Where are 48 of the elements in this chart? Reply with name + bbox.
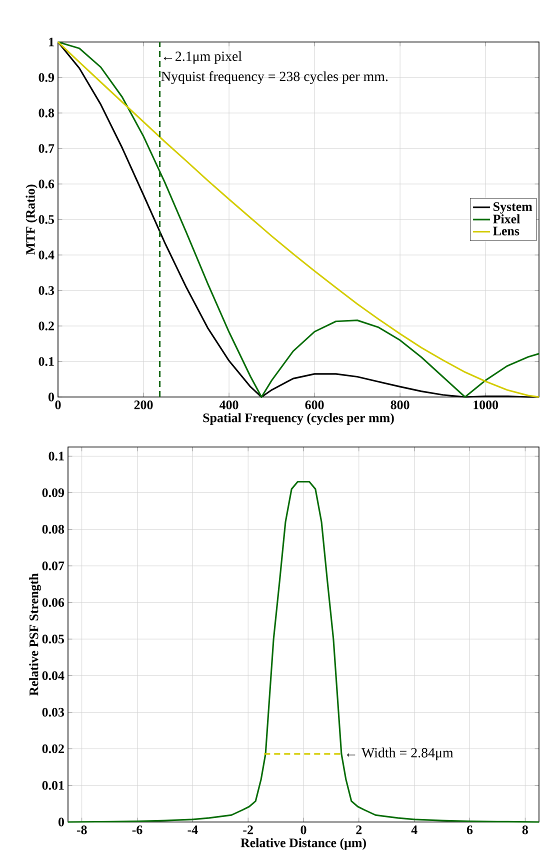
y-tick-label: 0.04 bbox=[42, 671, 64, 680]
line-series bbox=[57, 41, 540, 398]
legend-label: System bbox=[494, 202, 532, 214]
x-tick-label: 6 bbox=[466, 826, 473, 834]
x-axis-title: Spatial Frequency (cycles per mm) bbox=[203, 413, 394, 425]
x-tick-label: 2 bbox=[356, 826, 362, 834]
legend-label: Pixel bbox=[493, 214, 520, 224]
x-tick-label: 600 bbox=[305, 400, 324, 410]
y-tick-label: 0.06 bbox=[42, 598, 64, 607]
y-tick-label: 0.3 bbox=[38, 286, 54, 295]
y-axis-title: MTF (Ratio) bbox=[26, 184, 38, 255]
y-tick-label: 0 bbox=[48, 392, 54, 402]
y-tick-label: 0.09 bbox=[42, 488, 64, 498]
y-tick-label: 0.4 bbox=[38, 250, 54, 260]
x-tick-label: 200 bbox=[134, 400, 153, 410]
y-tick-label: 0.9 bbox=[38, 73, 54, 82]
x-tick-label: 8 bbox=[522, 826, 528, 834]
y-tick-label: 0 bbox=[58, 818, 64, 826]
y-tick-label: 0.6 bbox=[38, 180, 54, 188]
y-tick-label: 1 bbox=[49, 38, 54, 46]
y-tick-label: 0.1 bbox=[38, 357, 54, 366]
legend-label: Lens bbox=[493, 226, 520, 236]
x-tick-label: 800 bbox=[390, 400, 410, 410]
x-tick-label: -4 bbox=[188, 826, 198, 834]
line-series bbox=[67, 480, 540, 823]
x-tick-label: -6 bbox=[132, 826, 142, 834]
y-tick-label: 0.5 bbox=[38, 215, 54, 224]
annotation: ← Width = 2.84μm bbox=[346, 748, 454, 760]
x-tick-label: 0 bbox=[300, 826, 306, 834]
x-tick-label: 4 bbox=[411, 826, 418, 834]
y-tick-label: 0.1 bbox=[48, 452, 64, 461]
x-axis-title: Relative Distance (μm) bbox=[240, 838, 366, 850]
y-tick-label: 0.05 bbox=[42, 634, 64, 644]
annotation: Nyquist frequency = 238 cycles per mm. bbox=[161, 71, 388, 84]
x-tick-label: 1000 bbox=[474, 400, 498, 410]
y-tick-label: 0.01 bbox=[42, 781, 64, 790]
y-tick-label: 0.2 bbox=[38, 322, 54, 330]
x-tick-label: -2 bbox=[243, 826, 253, 834]
y-tick-label: 0.08 bbox=[42, 524, 64, 534]
x-tick-label: -8 bbox=[76, 826, 87, 834]
y-tick-label: 0.02 bbox=[42, 744, 64, 754]
x-tick-label: 400 bbox=[219, 400, 238, 410]
y-tick-label: 0.7 bbox=[38, 144, 54, 153]
y-tick-label: 0.07 bbox=[42, 562, 64, 570]
annotation: ←2.1μm pixel bbox=[164, 51, 242, 64]
y-axis-title: Relative PSF Strength bbox=[29, 573, 41, 696]
y-tick-label: 0.03 bbox=[42, 708, 64, 717]
y-tick-label: 0.8 bbox=[38, 108, 54, 118]
